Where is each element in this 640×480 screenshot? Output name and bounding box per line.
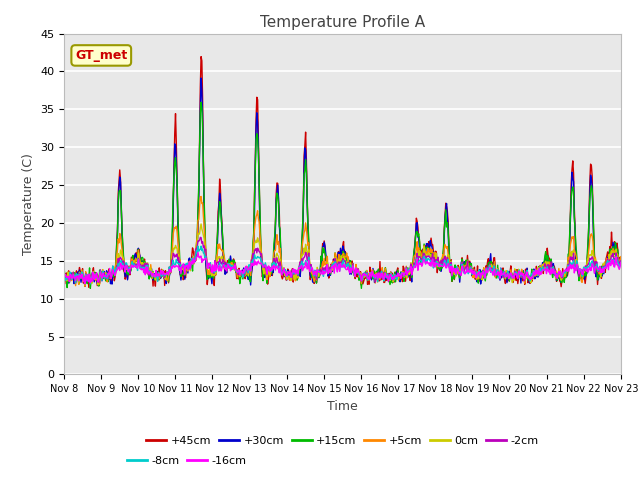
- +5cm: [428, 247, 436, 252]
- +15cm: [185, 260, 193, 266]
- -2cm: [412, 262, 419, 268]
- +5cm: [185, 259, 193, 265]
- +5cm: [412, 251, 419, 257]
- 0cm: [70, 273, 78, 278]
- +15cm: [412, 233, 419, 239]
- +5cm: [81, 284, 89, 289]
- +30cm: [197, 75, 205, 81]
- 0cm: [60, 271, 68, 277]
- Line: -2cm: -2cm: [64, 238, 621, 283]
- -16cm: [194, 250, 202, 255]
- +30cm: [128, 256, 136, 262]
- +5cm: [128, 256, 136, 262]
- -16cm: [81, 281, 89, 287]
- -2cm: [60, 272, 68, 278]
- -16cm: [185, 262, 193, 267]
- +30cm: [215, 203, 223, 208]
- -8cm: [128, 259, 136, 264]
- Legend: -8cm, -16cm: -8cm, -16cm: [122, 452, 251, 470]
- +15cm: [70, 272, 78, 278]
- Line: +15cm: +15cm: [64, 102, 621, 288]
- -2cm: [185, 265, 193, 271]
- +15cm: [428, 248, 436, 254]
- +30cm: [412, 234, 419, 240]
- +45cm: [617, 260, 625, 266]
- -8cm: [194, 243, 202, 249]
- +5cm: [617, 254, 625, 260]
- +15cm: [86, 286, 94, 291]
- +30cm: [60, 267, 68, 273]
- 0cm: [185, 265, 193, 271]
- 0cm: [94, 282, 102, 288]
- +30cm: [617, 258, 625, 264]
- 0cm: [197, 221, 205, 227]
- 0cm: [428, 252, 436, 258]
- -16cm: [70, 275, 78, 280]
- -2cm: [428, 255, 436, 261]
- -2cm: [70, 276, 78, 282]
- Line: +5cm: +5cm: [64, 196, 621, 287]
- +5cm: [215, 245, 223, 251]
- -8cm: [185, 262, 193, 268]
- 0cm: [617, 259, 625, 265]
- -2cm: [617, 258, 625, 264]
- +30cm: [185, 257, 193, 263]
- +15cm: [617, 255, 625, 261]
- Line: -8cm: -8cm: [64, 246, 621, 284]
- +15cm: [215, 208, 223, 214]
- +45cm: [85, 285, 93, 290]
- +45cm: [128, 257, 136, 263]
- -16cm: [60, 269, 68, 275]
- Text: GT_met: GT_met: [75, 49, 127, 62]
- -8cm: [215, 264, 223, 270]
- Line: -16cm: -16cm: [64, 252, 621, 284]
- -8cm: [428, 260, 436, 266]
- +15cm: [128, 255, 136, 261]
- -8cm: [70, 275, 78, 281]
- 0cm: [412, 258, 419, 264]
- -16cm: [215, 268, 223, 274]
- +30cm: [428, 243, 436, 249]
- +30cm: [70, 281, 78, 287]
- Line: +30cm: +30cm: [64, 78, 621, 287]
- Title: Temperature Profile A: Temperature Profile A: [260, 15, 425, 30]
- +15cm: [60, 264, 68, 270]
- +45cm: [412, 232, 419, 238]
- Line: +45cm: +45cm: [64, 57, 621, 288]
- -8cm: [412, 262, 419, 268]
- -8cm: [86, 281, 94, 287]
- +15cm: [197, 99, 205, 105]
- -8cm: [617, 260, 625, 265]
- -2cm: [215, 262, 223, 267]
- +45cm: [428, 241, 436, 247]
- 0cm: [215, 256, 223, 262]
- +45cm: [197, 54, 205, 60]
- +45cm: [185, 261, 193, 267]
- -2cm: [196, 235, 204, 240]
- Line: 0cm: 0cm: [64, 224, 621, 285]
- X-axis label: Time: Time: [327, 400, 358, 413]
- Y-axis label: Temperature (C): Temperature (C): [22, 153, 35, 255]
- +45cm: [215, 201, 223, 206]
- +5cm: [60, 269, 68, 275]
- +30cm: [81, 284, 89, 289]
- +45cm: [60, 280, 68, 286]
- -2cm: [72, 280, 79, 286]
- -16cm: [617, 260, 625, 265]
- +5cm: [197, 193, 205, 199]
- +5cm: [70, 276, 78, 281]
- -16cm: [412, 264, 419, 270]
- -16cm: [428, 259, 436, 264]
- -8cm: [60, 269, 68, 275]
- +45cm: [70, 276, 78, 282]
- -16cm: [128, 262, 136, 268]
- 0cm: [128, 260, 136, 265]
- -2cm: [128, 258, 136, 264]
